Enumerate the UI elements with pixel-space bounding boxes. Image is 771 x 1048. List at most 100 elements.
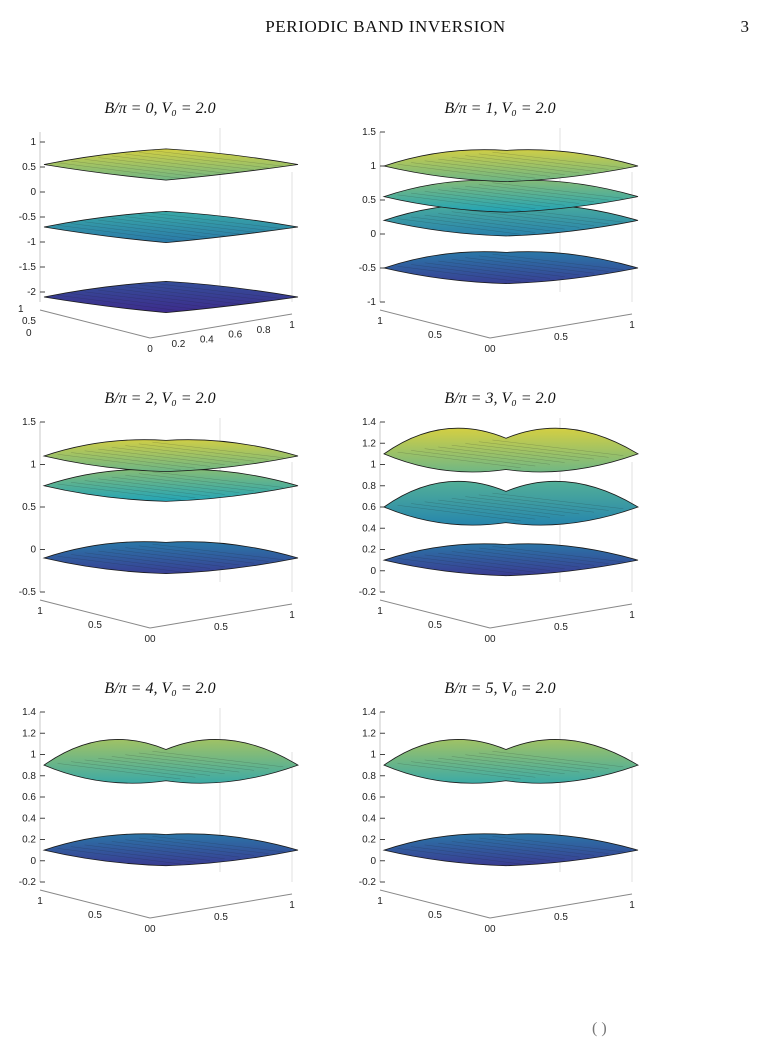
z-axis-ticks: 1.5 1 0.5 0 -0.5 <box>19 417 45 598</box>
band-surface <box>382 179 639 213</box>
y-tick-label: 0.5 <box>22 316 36 327</box>
x-axis-ticks: 1 0.5 00 0.5 1 <box>377 316 635 355</box>
band-surface <box>43 280 299 314</box>
axes-box <box>39 708 293 919</box>
z-tick-label: 0.2 <box>362 545 376 556</box>
x-axis-ticks: 1 0.5 00 0.5 1 <box>377 896 635 935</box>
x-tick-label: 0.5 <box>214 622 228 633</box>
x-tick-label: 0.8 <box>257 325 271 336</box>
z-tick-label: 0.8 <box>22 771 36 782</box>
z-tick-label: 0 <box>370 229 376 240</box>
footer-partial-text: ( ) <box>592 1020 607 1037</box>
x-tick-label: 1 <box>377 606 383 617</box>
band-surface <box>42 541 299 575</box>
z-axis-ticks: 1.5 1 0.5 0 -0.5 -1 <box>359 127 385 308</box>
z-axis-ticks: 1.4 1.2 1 0.8 0.6 0.4 0.2 0 -0.2 <box>359 417 385 598</box>
x-tick-label: 1 <box>629 320 635 331</box>
x-tick-label: 1 <box>37 606 43 617</box>
x-tick-label: 00 <box>144 634 156 645</box>
plot-title: B/π = 2, V₀ = 2.0 <box>104 390 216 407</box>
surface-plot-6: B/π = 5, V₀ = 2.0 1.4 1.2 1 0.8 0.6 0.4 0.2 0 -0… <box>350 680 650 935</box>
band-surface <box>382 543 639 577</box>
band-surface <box>42 833 299 867</box>
z-tick-label: 0 <box>30 187 36 198</box>
x-tick-label: 00 <box>484 634 496 645</box>
x-tick-label: 0.6 <box>228 330 242 341</box>
surface-plot-2: B/π = 1, V₀ = 2.0 1.5 1 0.5 0 -0.5 -1 1 0.5 00 0.… <box>350 100 650 355</box>
z-tick-label: 0 <box>30 856 36 867</box>
band-surface <box>43 210 299 244</box>
z-axis-ticks: 1 0.5 0 -0.5 -1 -1.5 -2 <box>19 137 45 298</box>
z-axis-ticks: 1.4 1.2 1 0.8 0.6 0.4 0.2 0 -0.2 <box>359 707 385 888</box>
z-tick-label: 1 <box>30 750 36 761</box>
surface-plot-svg: 10.50-0.5-1-1.5-20 0.2 0.4 0.6 0.8 110.50 <box>18 128 299 355</box>
band-surfaces <box>382 739 639 867</box>
z-tick-label: 1 <box>370 161 376 172</box>
y-tick-label: 0 <box>26 328 32 339</box>
surface-plot-svg: 1.5 1 0.5 0 -0.51 0.5 00 0.5 1 <box>19 417 299 645</box>
z-tick-label: 0.2 <box>362 835 376 846</box>
z-tick-label: 1 <box>30 460 36 471</box>
z-tick-label: 0 <box>30 545 36 556</box>
z-tick-label: 0.5 <box>22 162 36 173</box>
plot-title: B/π = 3, V₀ = 2.0 <box>444 390 556 407</box>
z-tick-label: 0.4 <box>362 523 376 534</box>
band-surfaces <box>42 439 299 575</box>
band-surfaces <box>42 739 299 867</box>
z-tick-label: -0.5 <box>19 587 37 598</box>
plot-title: B/π = 4, V₀ = 2.0 <box>104 680 216 697</box>
surface-plot-1: B/π = 0, V₀ = 2.0 1 0.5 0 -0.5 -1 -1.5 -2 0 0.2 0… <box>10 100 310 355</box>
plot-title: B/π = 5, V₀ = 2.0 <box>444 680 556 697</box>
x-tick-label: 1 <box>289 900 295 911</box>
x-tick-label: 1 <box>629 900 635 911</box>
band-surface <box>382 833 639 867</box>
z-tick-label: -0.2 <box>19 877 37 888</box>
z-tick-label: 1.4 <box>362 707 376 718</box>
x-tick-label: 1 <box>289 610 295 621</box>
surface-plot-5: B/π = 4, V₀ = 2.0 1.4 1.2 1 0.8 0.6 0.4 0.2 0 -0… <box>10 680 310 935</box>
x-axis-ticks: 1 0.5 00 0.5 1 <box>377 606 635 645</box>
x-tick-label: 0.5 <box>88 620 102 631</box>
z-tick-label: 0.8 <box>362 481 376 492</box>
x-tick-label: 1 <box>289 320 295 331</box>
z-tick-label: 1.5 <box>362 127 376 138</box>
x-tick-label: 0.5 <box>554 332 568 343</box>
x-tick-label: 1 <box>37 896 43 907</box>
x-tick-label: 0.5 <box>428 910 442 921</box>
z-tick-label: 0.6 <box>22 792 36 803</box>
y-tick-label: 1 <box>18 304 24 315</box>
page-number: 3 <box>740 17 750 36</box>
z-tick-label: 1.4 <box>362 417 376 428</box>
plot-title: B/π = 1, V₀ = 2.0 <box>444 100 556 117</box>
x-tick-label: 00 <box>144 924 156 935</box>
z-axis-ticks: 1.4 1.2 1 0.8 0.6 0.4 0.2 0 -0.2 <box>19 707 45 888</box>
band-surfaces <box>382 427 639 577</box>
z-tick-label: 1 <box>370 460 376 471</box>
band-surface <box>43 739 299 784</box>
band-surface <box>42 439 299 473</box>
z-tick-label: -1.5 <box>19 262 37 273</box>
z-tick-label: 0.5 <box>362 195 376 206</box>
band-surface <box>382 251 639 285</box>
z-tick-label: -1 <box>367 297 376 308</box>
band-surface <box>383 480 639 526</box>
x-tick-label: 0.5 <box>554 912 568 923</box>
band-surface <box>383 427 639 473</box>
x-tick-label: 0.5 <box>428 330 442 341</box>
z-tick-label: 1.5 <box>22 417 36 428</box>
z-tick-label: -0.5 <box>359 263 377 274</box>
x-tick-label: 0.2 <box>171 339 185 350</box>
z-tick-label: 1.2 <box>362 438 376 449</box>
x-tick-label: 00 <box>484 344 496 355</box>
band-surfaces <box>43 148 299 314</box>
z-tick-label: 0.6 <box>362 792 376 803</box>
x-axis-ticks: 1 0.5 00 0.5 1 <box>37 606 295 645</box>
band-surface <box>382 149 639 183</box>
z-tick-label: -0.5 <box>19 212 37 223</box>
z-tick-label: 0.4 <box>362 813 376 824</box>
z-tick-label: 0.8 <box>362 771 376 782</box>
z-tick-label: 1.2 <box>362 728 376 739</box>
